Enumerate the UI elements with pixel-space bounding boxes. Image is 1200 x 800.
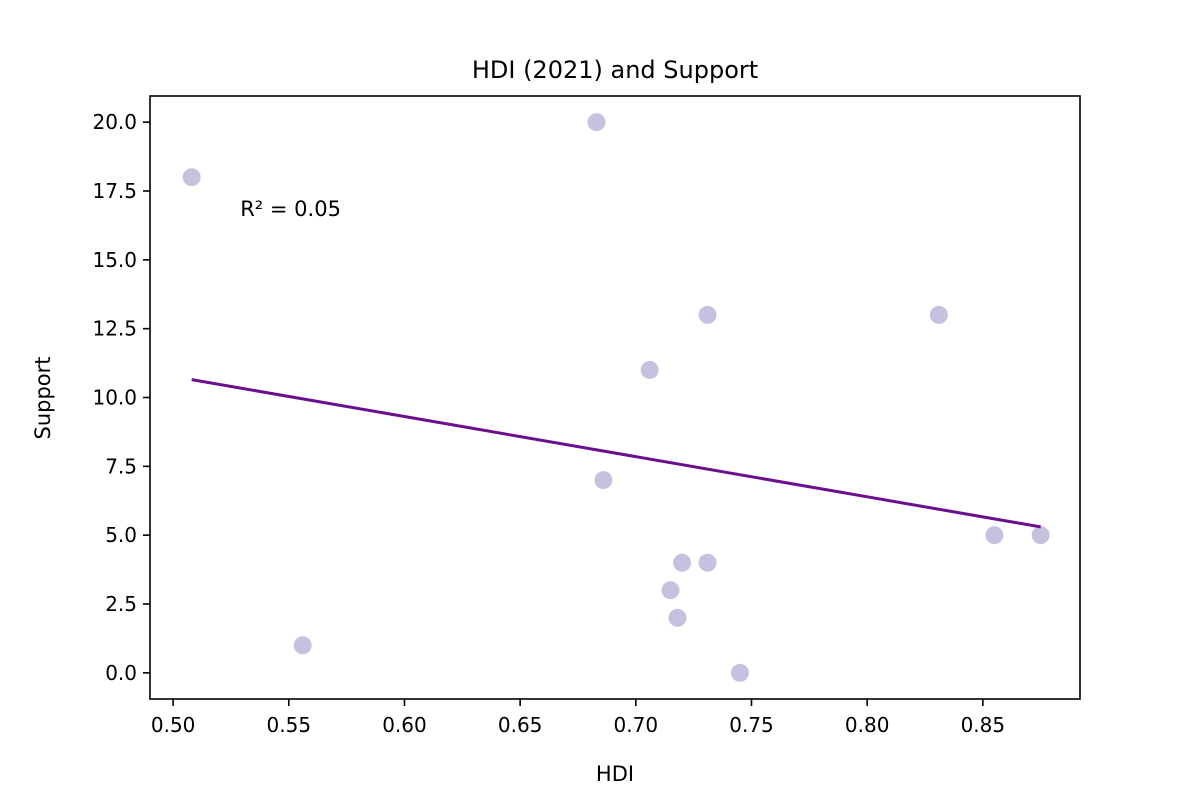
y-tick-label: 0.0	[105, 661, 137, 685]
x-axis: 0.50 0.55 0.60 0.65 0.70 0.75 0.80 0.85	[151, 699, 1005, 737]
data-point	[661, 581, 680, 600]
data-point	[587, 113, 606, 132]
data-point	[640, 360, 659, 379]
x-tick-label: 0.60	[382, 713, 427, 737]
x-tick-label: 0.80	[845, 713, 890, 737]
y-tick-label: 20.0	[92, 110, 137, 134]
x-axis-label: HDI	[596, 762, 634, 786]
y-tick-label: 10.0	[92, 386, 137, 410]
y-tick-label: 7.5	[105, 454, 137, 478]
x-tick-label: 0.85	[961, 713, 1006, 737]
y-tick-label: 15.0	[92, 248, 137, 272]
data-point	[985, 526, 1004, 545]
r-squared-annotation: R² = 0.05	[240, 197, 341, 221]
y-tick-label: 17.5	[92, 179, 137, 203]
data-point	[698, 553, 717, 572]
data-point	[673, 553, 692, 572]
data-point	[293, 636, 312, 655]
data-point	[730, 663, 749, 682]
y-axis-label: Support	[31, 356, 55, 439]
y-tick-label: 5.0	[105, 523, 137, 547]
chart-title: HDI (2021) and Support	[472, 56, 758, 84]
x-tick-label: 0.65	[498, 713, 543, 737]
y-tick-label: 12.5	[92, 317, 137, 341]
x-tick-label: 0.55	[267, 713, 312, 737]
data-point	[1031, 526, 1050, 545]
x-tick-label: 0.75	[729, 713, 774, 737]
trendline	[191, 378, 1041, 529]
x-tick-label: 0.50	[151, 713, 196, 737]
data-point	[182, 168, 201, 187]
y-tick-label: 2.5	[105, 592, 137, 616]
data-point	[698, 305, 717, 324]
data-point	[594, 471, 613, 490]
data-point	[929, 305, 948, 324]
data-points	[182, 113, 1050, 682]
data-point	[668, 608, 687, 627]
y-axis: 0.0 2.5 5.0 7.5 10.0 12.5 15.0 17.5 20.0	[92, 110, 150, 685]
x-tick-label: 0.70	[614, 713, 659, 737]
